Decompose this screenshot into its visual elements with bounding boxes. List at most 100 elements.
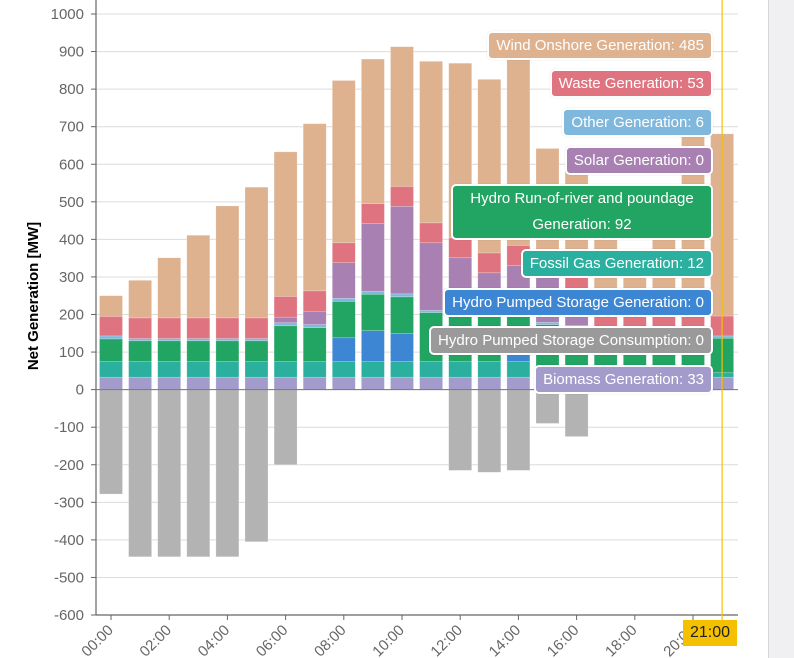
bar-segment-fossil-gas-generation[interactable] xyxy=(361,361,385,378)
bar-segment-hydro-pumped-storage-consumption[interactable] xyxy=(564,389,589,437)
bar-segment-waste-generation[interactable] xyxy=(128,317,152,339)
bar-segment-waste-generation[interactable] xyxy=(215,317,240,339)
bar-segment-hydro-run-of-river-and-poundage-generation[interactable] xyxy=(215,340,240,362)
bar-segment-biomass-generation[interactable] xyxy=(157,376,181,390)
bar-segment-other-generation[interactable] xyxy=(99,335,123,340)
bar-segment-fossil-gas-generation[interactable] xyxy=(419,361,443,378)
bar-segment-wind-onshore-generation[interactable] xyxy=(186,234,211,319)
bar-segment-hydro-pumped-storage-consumption[interactable] xyxy=(99,389,123,495)
bar-segment-fossil-gas-generation[interactable] xyxy=(477,361,502,378)
bar-segment-solar-generation[interactable] xyxy=(419,242,443,311)
bar-segment-hydro-run-of-river-and-poundage-generation[interactable] xyxy=(361,293,385,331)
bar-segment-fossil-gas-generation[interactable] xyxy=(244,361,269,378)
bar-segment-other-generation[interactable] xyxy=(215,338,240,342)
bar-segment-fossil-gas-generation[interactable] xyxy=(186,361,211,378)
bar-segment-other-generation[interactable] xyxy=(361,290,385,295)
bar-segment-waste-generation[interactable] xyxy=(157,317,181,339)
bar-segment-hydro-run-of-river-and-poundage-generation[interactable] xyxy=(390,296,414,334)
bar-segment-fossil-gas-generation[interactable] xyxy=(128,361,152,378)
bar-segment-hydro-pumped-storage-consumption[interactable] xyxy=(244,389,269,543)
bar-segment-waste-generation[interactable] xyxy=(186,317,211,339)
bar-segment-biomass-generation[interactable] xyxy=(244,376,269,390)
bar-segment-biomass-generation[interactable] xyxy=(302,376,327,390)
bar-segment-other-generation[interactable] xyxy=(390,293,414,298)
bar-segment-fossil-gas-generation[interactable] xyxy=(302,361,327,378)
bar-segment-wind-onshore-generation[interactable] xyxy=(331,80,356,244)
bar-segment-wind-onshore-generation[interactable] xyxy=(302,123,327,292)
bar-segment-other-generation[interactable] xyxy=(302,324,327,328)
bar-segment-other-generation[interactable] xyxy=(186,338,211,342)
bar-segment-solar-generation[interactable] xyxy=(331,262,356,299)
bar-segment-hydro-run-of-river-and-poundage-generation[interactable] xyxy=(244,340,269,362)
bar-segment-hydro-pumped-storage-consumption[interactable] xyxy=(448,389,473,471)
bar-segment-waste-generation[interactable] xyxy=(477,252,502,274)
bar-segment-fossil-gas-generation[interactable] xyxy=(157,361,181,378)
bar-segment-biomass-generation[interactable] xyxy=(128,376,152,390)
bar-segment-hydro-run-of-river-and-poundage-generation[interactable] xyxy=(331,301,356,339)
bar-segment-fossil-gas-generation[interactable] xyxy=(390,361,414,378)
bar-segment-other-generation[interactable] xyxy=(419,310,443,313)
bar-segment-fossil-gas-generation[interactable] xyxy=(448,361,473,378)
bar-segment-hydro-run-of-river-and-poundage-generation[interactable] xyxy=(186,340,211,362)
bar-segment-other-generation[interactable] xyxy=(535,322,560,325)
bar-segment-solar-generation[interactable] xyxy=(273,316,298,324)
bar-segment-waste-generation[interactable] xyxy=(99,316,123,337)
bar-segment-waste-generation[interactable] xyxy=(273,296,298,318)
bar-segment-waste-generation[interactable] xyxy=(448,237,473,259)
bar-segment-fossil-gas-generation[interactable] xyxy=(331,361,356,378)
bar-segment-biomass-generation[interactable] xyxy=(477,376,502,390)
bar-segment-hydro-run-of-river-and-poundage-generation[interactable] xyxy=(273,325,298,362)
bar-segment-hydro-pumped-storage-consumption[interactable] xyxy=(535,389,560,424)
bar-segment-hydro-pumped-storage-generation[interactable] xyxy=(390,332,414,362)
bar-segment-biomass-generation[interactable] xyxy=(390,376,414,390)
bar-segment-biomass-generation[interactable] xyxy=(448,376,473,390)
bar-segment-hydro-pumped-storage-generation[interactable] xyxy=(331,337,356,362)
bar-segment-wind-onshore-generation[interactable] xyxy=(128,280,152,319)
bar-segment-other-generation[interactable] xyxy=(273,322,298,327)
bar-segment-waste-generation[interactable] xyxy=(331,242,356,263)
bar-segment-wind-onshore-generation[interactable] xyxy=(99,295,123,317)
bar-segment-fossil-gas-generation[interactable] xyxy=(99,361,123,378)
bar-segment-hydro-run-of-river-and-poundage-generation[interactable] xyxy=(302,327,327,362)
bar-segment-biomass-generation[interactable] xyxy=(99,376,123,390)
bar-segment-wind-onshore-generation[interactable] xyxy=(157,257,181,319)
bar-segment-hydro-pumped-storage-consumption[interactable] xyxy=(186,389,211,558)
bar-segment-waste-generation[interactable] xyxy=(302,290,327,312)
bar-segment-solar-generation[interactable] xyxy=(361,223,385,292)
bar-segment-hydro-run-of-river-and-poundage-generation[interactable] xyxy=(157,340,181,362)
bar-segment-hydro-pumped-storage-consumption[interactable] xyxy=(157,389,181,558)
bar-segment-hydro-pumped-storage-generation[interactable] xyxy=(361,330,385,362)
bar-segment-hydro-run-of-river-and-poundage-generation[interactable] xyxy=(128,340,152,362)
bar-segment-biomass-generation[interactable] xyxy=(331,376,356,390)
bar-segment-wind-onshore-generation[interactable] xyxy=(419,61,443,224)
bar-segment-other-generation[interactable] xyxy=(244,338,269,342)
bar-segment-waste-generation[interactable] xyxy=(390,186,414,207)
bar-segment-biomass-generation[interactable] xyxy=(419,376,443,390)
bar-segment-waste-generation[interactable] xyxy=(361,203,385,224)
bar-segment-solar-generation[interactable] xyxy=(390,206,414,295)
bar-segment-fossil-gas-generation[interactable] xyxy=(215,361,240,378)
bar-segment-hydro-pumped-storage-consumption[interactable] xyxy=(273,389,298,466)
bar-segment-wind-onshore-generation[interactable] xyxy=(361,58,385,204)
bar-segment-waste-generation[interactable] xyxy=(419,222,443,244)
bar-segment-biomass-generation[interactable] xyxy=(506,376,531,390)
bar-segment-biomass-generation[interactable] xyxy=(215,376,240,390)
side-panel-scrollbar[interactable] xyxy=(768,0,794,658)
bar-segment-solar-generation[interactable] xyxy=(302,311,327,325)
bar-segment-hydro-pumped-storage-consumption[interactable] xyxy=(215,389,240,558)
bar-segment-wind-onshore-generation[interactable] xyxy=(215,205,240,319)
bar-segment-hydro-pumped-storage-consumption[interactable] xyxy=(506,389,531,471)
bar-segment-fossil-gas-generation[interactable] xyxy=(506,361,531,378)
bar-segment-hydro-pumped-storage-consumption[interactable] xyxy=(128,389,152,558)
bar-segment-hydro-run-of-river-and-poundage-generation[interactable] xyxy=(99,338,123,362)
bar-segment-biomass-generation[interactable] xyxy=(273,376,298,390)
bar-segment-wind-onshore-generation[interactable] xyxy=(390,46,414,187)
bar-segment-waste-generation[interactable] xyxy=(244,317,269,339)
bar-segment-wind-onshore-generation[interactable] xyxy=(244,186,269,319)
bar-segment-wind-onshore-generation[interactable] xyxy=(273,151,298,297)
bar-segment-biomass-generation[interactable] xyxy=(186,376,211,390)
bar-segment-fossil-gas-generation[interactable] xyxy=(273,361,298,378)
bar-segment-biomass-generation[interactable] xyxy=(361,376,385,390)
bar-segment-other-generation[interactable] xyxy=(128,338,152,342)
bar-segment-other-generation[interactable] xyxy=(331,298,356,302)
